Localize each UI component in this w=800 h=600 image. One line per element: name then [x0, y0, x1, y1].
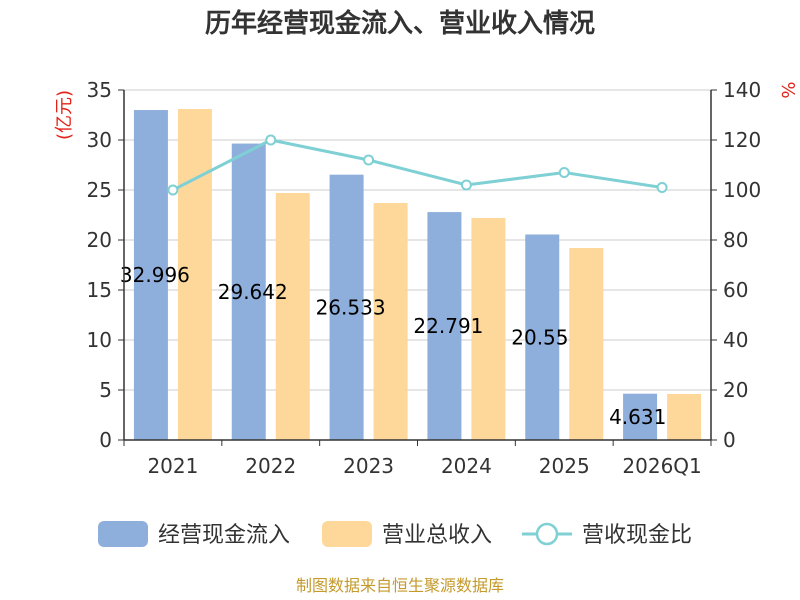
ratio-line-path — [172, 138, 663, 192]
revenue-bar — [569, 248, 604, 440]
bars — [133, 109, 702, 441]
revenue-bar — [275, 193, 310, 440]
cash-inflow-data-label: 22.791 — [413, 314, 483, 338]
cash-inflow-bar — [525, 234, 560, 440]
cash-inflow-bar — [427, 212, 462, 440]
right-tick-label: 20 — [723, 378, 748, 402]
chart-title: 历年经营现金流入、营业收入情况 — [205, 8, 595, 39]
left-tick-label: 35 — [87, 78, 112, 102]
x-tick-label: 2026Q1 — [622, 454, 701, 478]
ratio-point — [460, 179, 472, 191]
cash-inflow-bar — [231, 143, 266, 440]
revenue-bar — [471, 218, 506, 440]
x-tick-label: 2021 — [147, 454, 198, 478]
right-tick-label: 120 — [723, 128, 761, 152]
left-tick-label: 15 — [87, 278, 112, 302]
left-tick-label: 10 — [87, 328, 112, 352]
cash-inflow-bar — [133, 110, 168, 440]
ratio-point — [265, 134, 277, 146]
ratio-point — [363, 154, 375, 166]
right-tick-label: 60 — [723, 278, 748, 302]
left-tick-label: 0 — [99, 428, 112, 452]
right-tick-label: 40 — [723, 328, 748, 352]
revenue-bar — [177, 109, 212, 440]
x-tick-label: 2022 — [245, 454, 296, 478]
left-tick-label: 30 — [87, 128, 112, 152]
legend-label-cash-inflow: 经营现金流入 — [158, 523, 290, 548]
left-axis-unit: (亿元) — [54, 90, 75, 140]
ratio-point — [558, 167, 570, 178]
gridlines — [124, 89, 711, 391]
right-tick-label: 140 — [723, 78, 761, 102]
revenue-bar — [667, 394, 702, 440]
left-tick-label: 5 — [99, 378, 112, 402]
cash-inflow-bar — [623, 393, 658, 440]
x-tick-label: 2023 — [343, 454, 394, 478]
right-tick-label: 80 — [723, 228, 748, 252]
right-tick-label: 100 — [723, 178, 761, 202]
legend-label-revenue: 营业总收入 — [382, 523, 492, 548]
legend-swatch-cash-inflow — [98, 521, 148, 547]
cash-inflow-bar — [329, 174, 364, 441]
left-tick-label: 20 — [87, 228, 112, 252]
legend-marker-ratio — [535, 522, 559, 546]
source-note: 制图数据来自恒生聚源数据库 — [296, 576, 504, 595]
legend-label-ratio: 营收现金比 — [582, 523, 692, 548]
revenue-bar — [373, 203, 408, 440]
right-tick-label: 0 — [723, 428, 736, 452]
legend-swatch-revenue — [322, 521, 372, 547]
x-tick-label: 2025 — [539, 454, 590, 478]
right-axis-unit: % — [777, 81, 798, 98]
legend: 经营现金流入 营业总收入 营收现金比 — [98, 521, 692, 548]
x-tick-label: 2024 — [441, 454, 492, 478]
ratio-line — [167, 134, 668, 196]
cash-inflow-data-label: 20.55 — [511, 325, 568, 349]
cash-inflow-data-label: 4.631 — [609, 405, 666, 429]
left-tick-label: 25 — [87, 178, 112, 202]
cash-inflow-data-label: 29.642 — [218, 280, 288, 304]
ratio-point — [656, 182, 668, 193]
cash-inflow-data-label: 26.533 — [316, 295, 386, 319]
ratio-point — [167, 184, 179, 196]
cash-inflow-data-label: 32.996 — [120, 263, 190, 287]
data-labels: 32.996 29.642 26.533 22.791 20.55 4.631 — [120, 263, 666, 429]
